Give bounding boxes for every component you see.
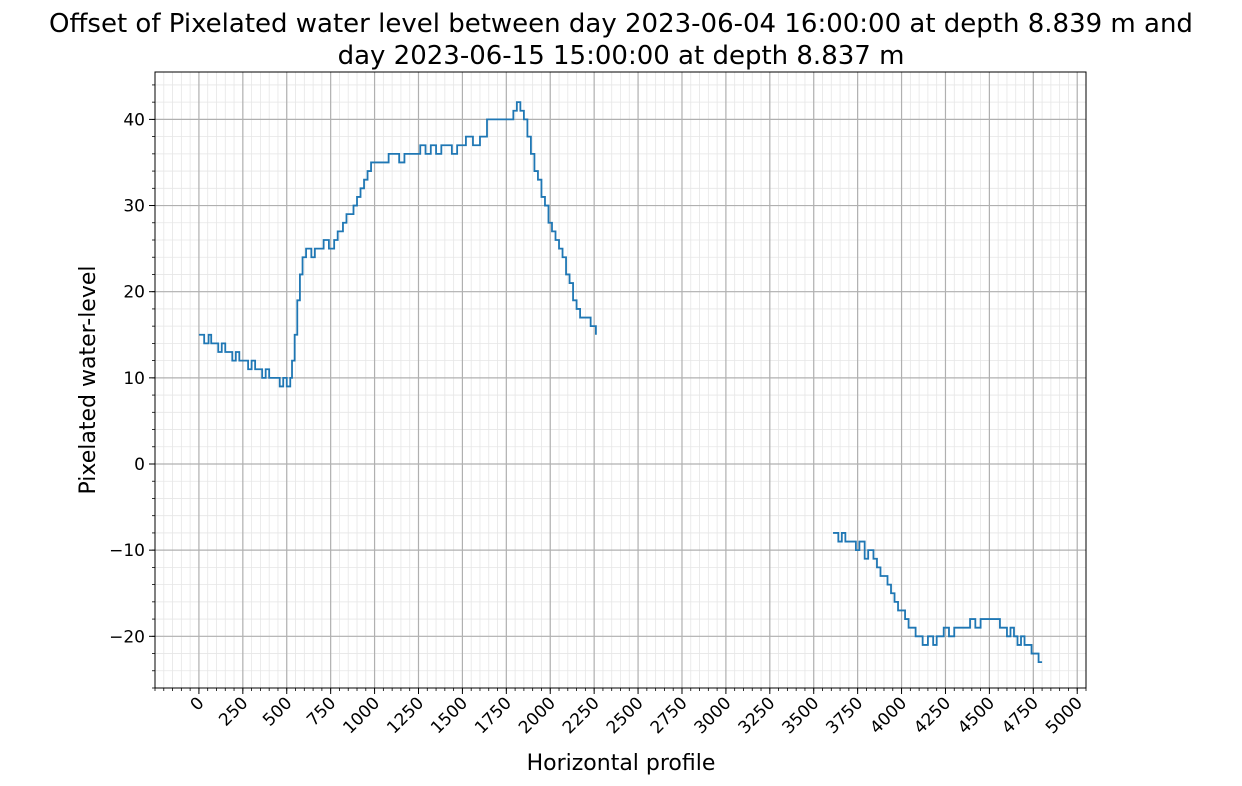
y-tick-label: 40 — [123, 110, 145, 130]
data-series — [198, 101, 1043, 664]
y-tick-label: −20 — [109, 627, 145, 647]
series-line-segment — [198, 101, 597, 388]
y-tick-label: 10 — [123, 369, 145, 389]
major-gridlines — [155, 72, 1086, 688]
y-axis-label: Pixelated water-level — [76, 265, 101, 494]
y-tick-label: 30 — [123, 197, 145, 217]
y-tick-label: 0 — [134, 455, 145, 475]
chart-title-line-2: day 2023-06-15 15:00:00 at depth 8.837 m — [338, 41, 905, 71]
series-line-segment — [833, 532, 1043, 664]
chart-title-line-1: Offset of Pixelated water level between … — [49, 9, 1193, 39]
y-tick-label: −10 — [109, 541, 145, 561]
y-axis-ticks: −20 −10 0 10 20 30 40 — [109, 84, 155, 689]
y-tick-label: 20 — [123, 283, 145, 303]
x-axis-label: Horizontal profile — [527, 751, 716, 776]
